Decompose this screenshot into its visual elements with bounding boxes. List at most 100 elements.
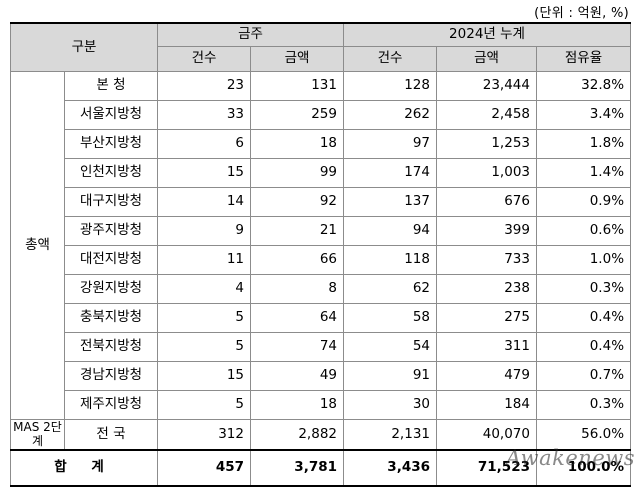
cell-cum-count: 97 [343,129,437,159]
table-row: 경남지방청 15 49 91 479 0.7% [11,361,632,391]
cell-cum-count: 2,131 [343,418,437,451]
cell-share: 1.8% [535,129,632,159]
cell-cum-count: 91 [343,361,437,391]
cell-week-count: 33 [157,100,251,130]
cell-week-amount: 49 [250,361,344,391]
total-week-count: 457 [157,448,251,487]
cell-share: 0.7% [535,361,632,391]
table-row: 총액 본 청 23 131 128 23,444 32.8% [10,71,632,420]
header-share: 점유율 [535,46,632,72]
cell-week-amount: 99 [250,158,344,188]
row-name: 인천지방청 [64,158,158,188]
row-name: 전 국 [64,418,158,451]
cell-week-count: 15 [157,158,251,188]
cell-week-count: 15 [157,361,251,391]
cell-week-count: 5 [157,332,251,362]
cell-share: 3.4% [535,100,632,130]
table-row: 부산지방청 6 18 97 1,253 1.8% [11,129,632,159]
cell-cum-count: 118 [343,245,437,275]
cell-week-amount: 2,882 [250,418,344,451]
cell-cum-count: 58 [343,303,437,333]
cell-week-count: 5 [157,390,251,420]
cell-share: 0.6% [535,216,632,246]
cell-cum-amount: 1,003 [436,158,537,188]
cell-week-count: 9 [157,216,251,246]
cell-cum-amount: 311 [436,332,537,362]
watermark-logo: Awakenews [505,446,635,470]
cell-share: 56.0% [535,418,632,451]
cell-cum-count: 174 [343,158,437,188]
cell-share: 0.3% [535,390,632,420]
cell-week-count: 6 [157,129,251,159]
cell-week-amount: 259 [250,100,344,130]
table-row: 대구지방청 14 92 137 676 0.9% [11,187,632,217]
cell-cum-count: 137 [343,187,437,217]
unit-label: (단위 : 억원, %) [534,6,629,21]
cell-cum-amount: 479 [436,361,537,391]
total-label: 합 계 [10,448,158,487]
cell-share: 1.4% [535,158,632,188]
cell-cum-count: 128 [343,71,437,101]
row-name: 광주지방청 [64,216,158,246]
table-row-mas: MAS 2단계 전 국 312 2,882 2,131 40,070 56.0% [10,418,632,451]
cell-share: 1.0% [535,245,632,275]
table-row: 전북지방청 5 74 54 311 0.4% [11,332,632,362]
cell-share: 0.9% [535,187,632,217]
cell-share: 0.4% [535,303,632,333]
cell-share: 0.3% [535,274,632,304]
cell-share: 0.4% [535,332,632,362]
cell-week-count: 14 [157,187,251,217]
header-week-count: 건수 [157,46,251,72]
total-cum-count: 3,436 [343,448,437,487]
cell-cum-amount: 275 [436,303,537,333]
header-this-week: 금주 [157,22,344,47]
row-name: 제주지방청 [64,390,158,420]
cell-week-amount: 64 [250,303,344,333]
row-name: 대전지방청 [64,245,158,275]
header-week-amount: 금액 [250,46,344,72]
cell-cum-count: 54 [343,332,437,362]
cell-cum-amount: 733 [436,245,537,275]
header-category: 구분 [10,22,158,72]
cell-cum-amount: 238 [436,274,537,304]
procurement-summary-table: 구분 금주 2024년 누계 건수 금액 건수 금액 점유율 총액 본 청 23 13… [10,22,632,487]
table-row: 인천지방청 15 99 174 1,003 1.4% [11,158,632,188]
cell-cum-count: 30 [343,390,437,420]
cell-week-amount: 92 [250,187,344,217]
cell-week-count: 312 [157,418,251,451]
header-cum-count: 건수 [343,46,437,72]
mas-label: MAS 2단계 [10,418,65,451]
table-row: 강원지방청 4 8 62 238 0.3% [11,274,632,304]
cell-week-amount: 8 [250,274,344,304]
cell-week-amount: 131 [250,71,344,101]
cell-week-amount: 21 [250,216,344,246]
table-row: 광주지방청 9 21 94 399 0.6% [11,216,632,246]
cell-cum-amount: 23,444 [436,71,537,101]
cell-cum-count: 262 [343,100,437,130]
table-row: 서울지방청 33 259 262 2,458 3.4% [11,100,632,130]
table-row: 대전지방청 11 66 118 733 1.0% [11,245,632,275]
row-name: 강원지방청 [64,274,158,304]
table-row: 충북지방청 5 64 58 275 0.4% [11,303,632,333]
cell-week-count: 5 [157,303,251,333]
cell-week-count: 23 [157,71,251,101]
table-row: 제주지방청 5 18 30 184 0.3% [11,390,632,420]
cell-week-amount: 18 [250,129,344,159]
cell-cum-amount: 399 [436,216,537,246]
cell-cum-amount: 184 [436,390,537,420]
row-name: 서울지방청 [64,100,158,130]
cell-week-count: 11 [157,245,251,275]
table-body: 총액 본 청 23 131 128 23,444 32.8% 서울지방청 33 259 262 2,4… [10,71,632,487]
row-name: 본 청 [64,71,158,101]
cell-cum-count: 62 [343,274,437,304]
cell-cum-count: 94 [343,216,437,246]
group-label: 총액 [10,71,65,420]
row-name: 전북지방청 [64,332,158,362]
header-cum-amount: 금액 [436,46,537,72]
row-name: 경남지방청 [64,361,158,391]
cell-week-amount: 74 [250,332,344,362]
cell-share: 32.8% [535,71,632,101]
row-name: 충북지방청 [64,303,158,333]
cell-week-count: 4 [157,274,251,304]
header-cumulative: 2024년 누계 [342,22,632,47]
